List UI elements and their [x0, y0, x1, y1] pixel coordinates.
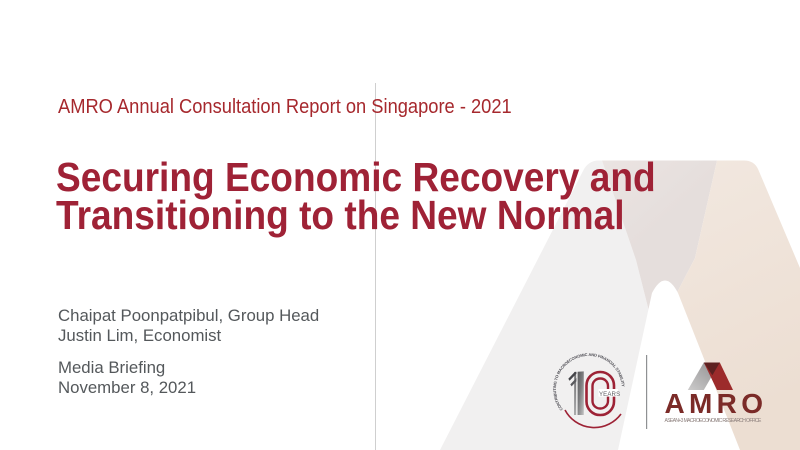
- svg-text:YEARS: YEARS: [599, 391, 620, 398]
- svg-text:ASEAN+3 MACROECONOMIC RESEARCH: ASEAN+3 MACROECONOMIC RESEARCH OFFICE: [665, 418, 762, 424]
